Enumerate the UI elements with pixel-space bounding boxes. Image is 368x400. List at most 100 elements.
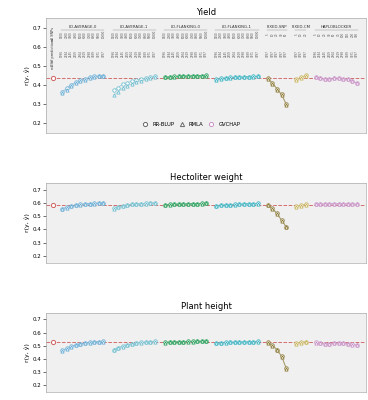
Text: 2184: 2184 — [219, 50, 223, 57]
Text: 3039: 3039 — [247, 50, 251, 57]
Text: 8000: 8000 — [247, 31, 251, 38]
Text: 2184: 2184 — [116, 50, 120, 57]
Text: 30: 30 — [328, 33, 332, 36]
Text: 3097: 3097 — [204, 50, 208, 57]
Text: 3097: 3097 — [304, 50, 308, 57]
Text: 3000: 3000 — [172, 31, 176, 38]
Text: HAPLOBLOCKER: HAPLOBLOCKER — [321, 24, 352, 28]
Text: 2000: 2000 — [219, 31, 223, 38]
Text: 3039: 3039 — [144, 50, 148, 57]
Text: 3000: 3000 — [224, 31, 227, 38]
Text: 7000: 7000 — [242, 31, 246, 38]
Text: 1500: 1500 — [112, 31, 116, 38]
Text: 9000: 9000 — [97, 31, 101, 38]
Text: 2998: 2998 — [191, 50, 195, 57]
Text: 6000: 6000 — [134, 31, 138, 38]
Text: 5000: 5000 — [233, 31, 237, 38]
Text: 3097: 3097 — [280, 50, 284, 57]
Text: 5000: 5000 — [181, 31, 185, 38]
Text: 9000: 9000 — [200, 31, 204, 38]
Text: 2445: 2445 — [69, 50, 73, 57]
Text: 9000: 9000 — [148, 31, 152, 38]
Text: 50: 50 — [332, 33, 336, 36]
Text: 2804: 2804 — [181, 50, 185, 57]
Text: 2998: 2998 — [242, 50, 246, 57]
Text: 10: 10 — [270, 33, 275, 36]
Text: 3097: 3097 — [299, 50, 303, 57]
Text: 2445: 2445 — [224, 50, 227, 57]
Text: 7000: 7000 — [88, 31, 92, 38]
Text: 2000: 2000 — [65, 31, 69, 38]
Text: 300: 300 — [355, 32, 359, 37]
Title: Yield: Yield — [196, 8, 216, 16]
Text: 2659: 2659 — [228, 50, 232, 57]
Text: 8000: 8000 — [92, 31, 96, 38]
Text: 5: 5 — [294, 34, 298, 35]
Y-axis label: r(y, ŷ): r(y, ŷ) — [25, 343, 30, 362]
Text: 3039: 3039 — [92, 50, 96, 57]
Text: 4000: 4000 — [177, 31, 181, 38]
Text: 8000: 8000 — [144, 31, 148, 38]
Text: 2919: 2919 — [237, 50, 241, 57]
Text: 3097: 3097 — [256, 50, 260, 57]
Text: 2184: 2184 — [167, 50, 171, 57]
Text: 2998: 2998 — [341, 50, 345, 57]
Text: 20: 20 — [323, 33, 327, 36]
Text: FIXED-SNP: FIXED-SNP — [267, 24, 287, 28]
Text: 2659: 2659 — [177, 50, 181, 57]
Text: 1996: 1996 — [215, 50, 219, 57]
Text: 2919: 2919 — [134, 50, 138, 57]
Text: 2000: 2000 — [116, 31, 120, 38]
Text: 3000: 3000 — [121, 31, 125, 38]
Text: 20: 20 — [304, 33, 308, 36]
Text: 3097: 3097 — [102, 50, 105, 57]
Text: 3097: 3097 — [294, 50, 298, 57]
Text: 3039: 3039 — [195, 50, 199, 57]
Text: 1996: 1996 — [163, 50, 167, 57]
Text: 3071: 3071 — [148, 50, 152, 57]
Text: 2919: 2919 — [186, 50, 190, 57]
Y-axis label: r(y, ŷ): r(y, ŷ) — [25, 66, 30, 85]
Title: Hectoliter weight: Hectoliter weight — [170, 173, 243, 182]
Text: 3071: 3071 — [97, 50, 101, 57]
Text: 100: 100 — [341, 32, 345, 37]
Text: 3071: 3071 — [200, 50, 204, 57]
Text: 2998: 2998 — [139, 50, 143, 57]
Text: 2804: 2804 — [332, 50, 336, 57]
Text: 3097: 3097 — [270, 50, 275, 57]
Text: 1500: 1500 — [60, 31, 64, 38]
Text: 4000: 4000 — [125, 31, 129, 38]
Text: 7000: 7000 — [191, 31, 195, 38]
Text: 1996: 1996 — [314, 50, 318, 57]
Text: LD-FLANKING-0: LD-FLANKING-0 — [171, 24, 201, 28]
Text: 2919: 2919 — [337, 50, 341, 57]
Text: 2445: 2445 — [172, 50, 176, 57]
Text: 2659: 2659 — [74, 50, 78, 57]
Text: 9000: 9000 — [251, 31, 255, 38]
Text: 2804: 2804 — [130, 50, 134, 57]
Text: 10000: 10000 — [256, 30, 260, 38]
Text: LD-AVERAGE-0: LD-AVERAGE-0 — [68, 24, 97, 28]
Text: 1500: 1500 — [163, 31, 167, 38]
Text: 3071: 3071 — [251, 50, 255, 57]
Text: 1500: 1500 — [215, 31, 219, 38]
Text: 2998: 2998 — [88, 50, 92, 57]
Text: 5000: 5000 — [78, 31, 82, 38]
Text: 3071: 3071 — [350, 50, 354, 57]
Text: 2184: 2184 — [318, 50, 322, 57]
Text: 2804: 2804 — [78, 50, 82, 57]
Title: Plant height: Plant height — [181, 302, 231, 311]
Text: 10000: 10000 — [102, 30, 105, 38]
Text: 2000: 2000 — [167, 31, 171, 38]
Text: 2659: 2659 — [125, 50, 129, 57]
Text: 2445: 2445 — [323, 50, 327, 57]
Text: LD-AVERAGE-1: LD-AVERAGE-1 — [120, 24, 148, 28]
Text: 6000: 6000 — [83, 31, 87, 38]
Text: 30: 30 — [280, 33, 284, 36]
Text: LD-FLANKING-1: LD-FLANKING-1 — [222, 24, 252, 28]
Y-axis label: r(y, ŷ): r(y, ŷ) — [25, 214, 30, 232]
Text: all SNPs: all SNPs — [51, 27, 55, 41]
Text: 70: 70 — [337, 33, 341, 36]
Text: 2445: 2445 — [121, 50, 125, 57]
Text: 50: 50 — [284, 33, 288, 36]
